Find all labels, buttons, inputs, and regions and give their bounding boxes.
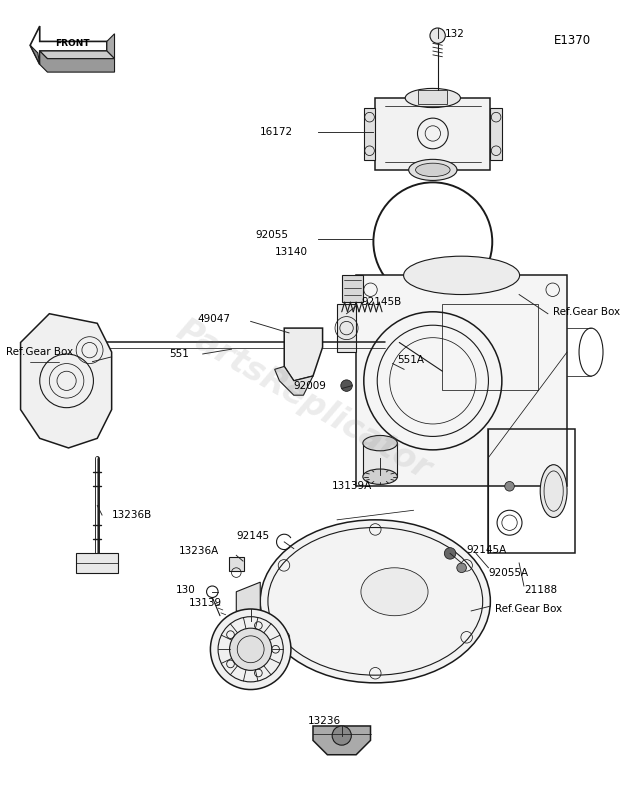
Text: 13139: 13139 bbox=[188, 598, 222, 608]
Polygon shape bbox=[284, 328, 323, 381]
Text: 551A: 551A bbox=[398, 354, 425, 365]
Ellipse shape bbox=[405, 89, 461, 107]
Text: 92055A: 92055A bbox=[488, 567, 529, 578]
Polygon shape bbox=[364, 107, 375, 160]
Text: 92055: 92055 bbox=[255, 230, 289, 240]
Polygon shape bbox=[490, 107, 502, 160]
Text: Ref.Gear Box: Ref.Gear Box bbox=[553, 306, 620, 317]
Polygon shape bbox=[229, 558, 244, 570]
Polygon shape bbox=[30, 46, 40, 65]
Text: 13236: 13236 bbox=[308, 716, 341, 726]
Ellipse shape bbox=[363, 469, 398, 484]
Bar bbox=[418, 90, 447, 104]
Text: 92145A: 92145A bbox=[466, 545, 507, 554]
Circle shape bbox=[332, 726, 352, 745]
Circle shape bbox=[457, 563, 466, 573]
Polygon shape bbox=[337, 304, 356, 352]
Circle shape bbox=[430, 28, 445, 43]
Text: 551: 551 bbox=[169, 349, 189, 359]
Text: 16172: 16172 bbox=[260, 126, 294, 137]
Text: 49047: 49047 bbox=[198, 314, 231, 323]
Ellipse shape bbox=[361, 568, 428, 616]
Text: 21188: 21188 bbox=[524, 585, 557, 595]
Polygon shape bbox=[236, 582, 260, 621]
Text: 92145B: 92145B bbox=[361, 298, 401, 307]
Ellipse shape bbox=[404, 256, 520, 294]
Polygon shape bbox=[313, 726, 370, 754]
Polygon shape bbox=[275, 366, 313, 395]
Bar bbox=[442, 304, 538, 390]
Text: Ref.Gear Box: Ref.Gear Box bbox=[6, 347, 73, 357]
Ellipse shape bbox=[363, 435, 398, 451]
Ellipse shape bbox=[409, 159, 457, 181]
Polygon shape bbox=[341, 275, 363, 302]
Ellipse shape bbox=[540, 465, 567, 518]
Text: FRONT: FRONT bbox=[55, 39, 89, 48]
Circle shape bbox=[210, 609, 291, 690]
Text: 13139A: 13139A bbox=[332, 482, 372, 491]
Polygon shape bbox=[356, 275, 567, 486]
Ellipse shape bbox=[260, 520, 490, 683]
Text: 130: 130 bbox=[176, 585, 196, 595]
Text: E1370: E1370 bbox=[554, 34, 591, 46]
Polygon shape bbox=[107, 34, 115, 58]
Polygon shape bbox=[40, 51, 115, 58]
Circle shape bbox=[341, 380, 352, 391]
Circle shape bbox=[505, 482, 514, 491]
Text: 92009: 92009 bbox=[294, 381, 327, 390]
Ellipse shape bbox=[416, 163, 450, 177]
Circle shape bbox=[444, 548, 456, 559]
Polygon shape bbox=[40, 51, 115, 72]
Polygon shape bbox=[363, 443, 398, 477]
Polygon shape bbox=[30, 26, 107, 65]
Text: 13236B: 13236B bbox=[112, 510, 152, 520]
Text: PartsReplicator: PartsReplicator bbox=[170, 314, 437, 486]
Text: 13140: 13140 bbox=[275, 247, 307, 258]
Polygon shape bbox=[21, 314, 112, 448]
Text: 92145: 92145 bbox=[236, 531, 270, 541]
Polygon shape bbox=[76, 554, 118, 573]
Polygon shape bbox=[375, 98, 490, 170]
Text: 13236A: 13236A bbox=[179, 546, 219, 557]
Text: 132: 132 bbox=[444, 29, 464, 38]
Text: Ref.Gear Box: Ref.Gear Box bbox=[495, 604, 563, 614]
Circle shape bbox=[229, 628, 272, 670]
